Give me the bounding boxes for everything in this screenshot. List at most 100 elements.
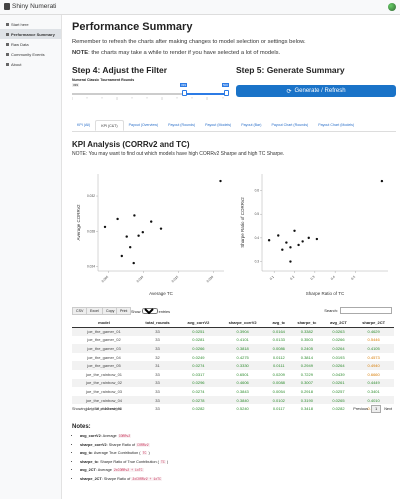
tab-payout-rounds[interactable]: Payout (Rounds) bbox=[168, 123, 196, 127]
y-tick-label: 0.3 bbox=[255, 260, 260, 264]
scatter-point[interactable] bbox=[277, 234, 280, 237]
table-search: Search: bbox=[324, 307, 392, 314]
scatter-point[interactable] bbox=[137, 234, 140, 237]
table-row[interactable]: joe_the_gamer_04 32 0.0249 0.4275 0.0112 0.38… bbox=[72, 353, 394, 362]
next-page-button[interactable]: Next bbox=[384, 407, 392, 411]
app-brand[interactable]: Shiny Numerati bbox=[4, 3, 56, 10]
tab-payout-bar[interactable]: Payout (Bar) bbox=[241, 123, 262, 127]
scatter-point[interactable] bbox=[315, 237, 319, 241]
scatter-point[interactable] bbox=[289, 260, 292, 263]
sidebar-item-raw-data[interactable]: Raw Data bbox=[0, 39, 61, 49]
slider-track[interactable] bbox=[72, 93, 222, 95]
table-row[interactable]: joe_the_gamer_01 33 0.0251 0.3904 0.0164 0.33… bbox=[72, 327, 394, 336]
tab-payout-chart-rounds[interactable]: Payout Chart (Rounds) bbox=[271, 123, 309, 127]
generate-refresh-button[interactable]: ⟳ Generate / Refresh bbox=[236, 85, 396, 97]
tab-kpi-ct[interactable]: KPI (C&T) bbox=[95, 120, 124, 131]
table-row[interactable]: joe_the_rainbow_01 33 0.0317 0.6501 0.0209 0.… bbox=[72, 370, 394, 379]
scatter-point[interactable] bbox=[120, 254, 123, 258]
note-code: 2xCORRv2 + 1xTC bbox=[131, 476, 163, 481]
table-cell-sharpe_2CT: 0.5446 bbox=[367, 337, 380, 343]
step5-heading: Step 5: Generate Summary bbox=[236, 65, 345, 75]
page-1-button[interactable]: 1 bbox=[371, 405, 382, 413]
scatter-point[interactable] bbox=[132, 261, 135, 265]
column-header-avg_tc[interactable]: avg_tc bbox=[267, 319, 291, 328]
table-row[interactable]: joe_the_rainbow_02 33 0.0296 0.4606 0.0088 0.… bbox=[72, 378, 394, 388]
rounds-range-slider[interactable]: 339 339 500 bbox=[72, 83, 230, 113]
table-cell-sharpe_2CT: 0.6660 bbox=[367, 371, 380, 377]
scatter-sharpe-chart[interactable]: 0.1 0.2 0.3 0.4 0.5 0.3 0.4 0.5 0.6 Sharpe Ratio … bbox=[236, 166, 396, 301]
table-row[interactable]: joe_the_gamer_02 33 0.0281 0.4101 0.0133 0.35… bbox=[72, 336, 394, 345]
slider-low-handle[interactable] bbox=[182, 90, 187, 96]
scatter-point[interactable] bbox=[103, 225, 107, 229]
tab-payout-models[interactable]: Payout (Models) bbox=[205, 123, 232, 127]
y-tick-label: 0.024 bbox=[87, 265, 95, 269]
scatter-point[interactable] bbox=[289, 246, 292, 249]
print-button[interactable]: Print bbox=[116, 307, 132, 315]
table-cell-sharpe_corrV2: 0.3904 bbox=[217, 327, 268, 336]
sidebar-item-performance-summary[interactable]: Performance Summary bbox=[0, 29, 61, 39]
top-navbar: Shiny Numerati bbox=[0, 0, 400, 15]
sidebar: Start here Performance Summary Raw Data … bbox=[0, 15, 62, 499]
table-cell-model: joe_the_rainbow_01 bbox=[85, 371, 123, 377]
table-cell-sharpe_corrV2: 0.6501 bbox=[236, 371, 249, 377]
note-code: TC bbox=[141, 451, 148, 455]
table-cell-sharpe_tc: 0.2949 bbox=[290, 361, 324, 370]
scatter-point[interactable] bbox=[307, 236, 310, 240]
sidebar-item-community-events[interactable]: Community Events bbox=[0, 49, 61, 59]
table-cell-avg_2CT: 0.0264 bbox=[323, 361, 354, 370]
column-header-avg_corrV2[interactable]: avg_corrV2 bbox=[179, 319, 218, 328]
column-header-sharpe_corrV2[interactable]: sharpe_corrV2 bbox=[217, 319, 268, 328]
scatter-point[interactable] bbox=[380, 179, 384, 183]
scatter-point[interactable] bbox=[150, 220, 153, 223]
table-cell-total_rounds: 33 bbox=[155, 371, 160, 377]
scatter-point[interactable] bbox=[141, 231, 144, 234]
note-item: avg_corrV2: Average CORRv2 bbox=[80, 432, 168, 441]
column-header-avg_2CT[interactable]: avg_2CT bbox=[323, 319, 354, 328]
scatter-point[interactable] bbox=[116, 217, 119, 221]
previous-page-button[interactable]: Previous bbox=[353, 407, 369, 411]
scatter-point[interactable] bbox=[219, 179, 222, 183]
excel-button[interactable]: Excel bbox=[86, 307, 103, 315]
plot-area bbox=[262, 174, 388, 271]
sidebar-item-start-here[interactable]: Start here bbox=[0, 19, 61, 29]
table-row[interactable]: joe_the_gamer_05 31 0.0274 0.3330 0.0111 0.29… bbox=[72, 361, 394, 370]
scatter-point[interactable] bbox=[129, 245, 132, 249]
tab-kpi-all[interactable]: KPI (All) bbox=[77, 123, 91, 127]
column-header-sharpe_2CT[interactable]: sharpe_2CT bbox=[353, 319, 394, 328]
y-tick-label: 0.032 bbox=[87, 194, 95, 198]
scatter-point[interactable] bbox=[267, 239, 271, 242]
sidebar-item-about[interactable]: About bbox=[0, 59, 61, 69]
table-cell-avg_2CT: 0.0193 bbox=[332, 354, 345, 360]
scatter-point[interactable] bbox=[125, 235, 128, 238]
scatter-avg-chart[interactable]: 0.005 0.010 0.015 0.020 0.024 0.028 0.032 Avera… bbox=[72, 166, 232, 301]
column-header-model[interactable]: model bbox=[72, 319, 136, 328]
scatter-point[interactable] bbox=[133, 214, 136, 217]
table-cell-model: joe_the_gamer_01 bbox=[72, 327, 136, 336]
column-header-total_rounds[interactable]: total_rounds bbox=[136, 319, 180, 328]
table-cell-sharpe_tc: 0.2405 bbox=[290, 344, 324, 353]
table-row[interactable]: joe_the_rainbow_03 33 0.0274 0.3843 0.0054 0.… bbox=[72, 387, 394, 396]
scatter-point[interactable] bbox=[285, 241, 288, 244]
tab-payout-chart-models[interactable]: Payout Chart (Models) bbox=[318, 123, 355, 127]
table-cell-avg_tc: 0.0054 bbox=[272, 388, 285, 394]
note-code: 2xCORRv2 + 1xTC bbox=[112, 468, 144, 472]
entries-select[interactable]: 15 bbox=[141, 308, 158, 314]
kpi-title: KPI Analysis (CORRv2 and TC) bbox=[72, 140, 190, 149]
app-logo-icon bbox=[4, 3, 10, 10]
slider-high-handle[interactable] bbox=[224, 90, 229, 96]
table-cell-avg_tc: 0.0133 bbox=[272, 337, 285, 343]
avatar[interactable] bbox=[388, 3, 396, 11]
scatter-point[interactable] bbox=[281, 248, 284, 251]
search-input[interactable] bbox=[340, 307, 392, 314]
table-cell-avg_corrV2: 0.0282 bbox=[192, 406, 205, 412]
scatter-point[interactable] bbox=[159, 227, 163, 230]
page-title: Performance Summary bbox=[72, 21, 193, 33]
scatter-point[interactable] bbox=[301, 240, 304, 243]
note-tail: ) bbox=[165, 459, 169, 464]
tab-payout-overview[interactable]: Payout (Overview) bbox=[128, 123, 159, 127]
column-header-sharpe_tc[interactable]: sharpe_tc bbox=[290, 319, 324, 328]
scatter-point[interactable] bbox=[293, 229, 296, 232]
table-row[interactable]: joe_the_rainbow_04 33 0.0278 0.3840 0.0102 0.… bbox=[72, 395, 394, 405]
table-row[interactable]: joe_the_gamer_03 33 0.0266 0.3818 0.0086 0.24… bbox=[72, 344, 394, 353]
scatter-point[interactable] bbox=[297, 243, 300, 247]
